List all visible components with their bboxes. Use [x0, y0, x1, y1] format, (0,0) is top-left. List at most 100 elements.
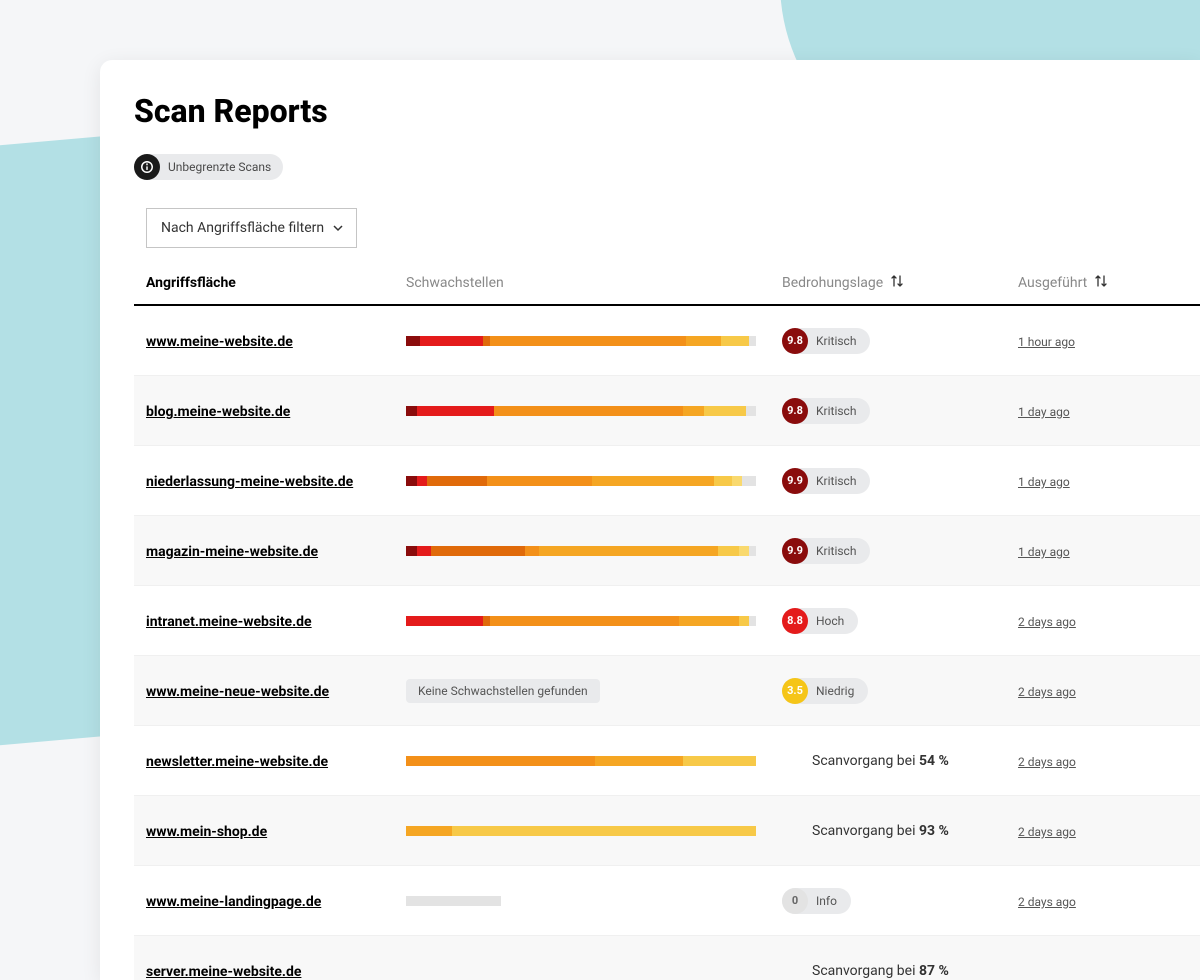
scan-progress-text: Scanvorgang bei 87 %	[782, 963, 1018, 979]
scan-target-link[interactable]: www.meine-landingpage.de	[146, 894, 321, 910]
vulnerability-bar	[406, 336, 756, 346]
threat-label: Kritisch	[808, 474, 870, 488]
threat-score: 3.5	[782, 678, 808, 704]
bar-segment	[490, 336, 686, 346]
bar-segment	[742, 476, 756, 486]
executed-time-link[interactable]: 1 day ago	[1018, 405, 1070, 419]
page-title: Scan Reports	[134, 92, 1200, 130]
bar-segment	[483, 336, 490, 346]
no-vulnerabilities-pill: Keine Schwachstellen gefunden	[406, 679, 600, 703]
bar-segment	[595, 756, 683, 766]
bar-segment	[487, 476, 592, 486]
bar-segment	[420, 336, 483, 346]
table-row: www.mein-shop.de Scanvorgang bei 93 %2 da…	[134, 796, 1200, 866]
threat-score: 9.8	[782, 328, 808, 354]
column-threat[interactable]: Bedrohungslage	[782, 274, 1018, 292]
info-pill-text: Unbegrenzte Scans	[160, 160, 283, 174]
info-icon	[134, 154, 160, 180]
threat-badge: 9.9Kritisch	[782, 538, 870, 564]
bar-segment	[739, 546, 750, 556]
bar-segment	[749, 336, 756, 346]
vulnerability-bar	[406, 896, 756, 906]
executed-time-link[interactable]: 2 days ago	[1018, 685, 1076, 699]
bar-segment	[406, 476, 417, 486]
executed-time-link[interactable]: 1 day ago	[1018, 475, 1070, 489]
scan-target-link[interactable]: server.meine-website.de	[146, 964, 301, 980]
vulnerability-bar	[406, 756, 756, 766]
threat-label: Hoch	[808, 614, 858, 628]
bar-segment	[749, 546, 756, 556]
bar-segment	[704, 406, 746, 416]
bar-segment	[686, 336, 721, 346]
sort-icon	[1095, 274, 1107, 292]
bar-segment	[406, 756, 595, 766]
scan-target-link[interactable]: www.meine-website.de	[146, 334, 293, 350]
bar-segment	[417, 546, 431, 556]
vulnerability-bar	[406, 476, 756, 486]
threat-badge: 9.8Kritisch	[782, 328, 870, 354]
scan-target-link[interactable]: blog.meine-website.de	[146, 404, 290, 420]
filter-attack-surface-dropdown[interactable]: Nach Angriffsfläche filtern	[146, 208, 357, 248]
bar-segment	[406, 336, 420, 346]
bar-segment	[721, 336, 749, 346]
bar-segment	[406, 546, 417, 556]
executed-time-link[interactable]: 2 days ago	[1018, 895, 1076, 909]
vulnerability-bar	[406, 616, 756, 626]
threat-score: 9.9	[782, 538, 808, 564]
chevron-down-icon	[332, 222, 344, 234]
threat-badge: 3.5Niedrig	[782, 678, 868, 704]
scan-target-link[interactable]: www.mein-shop.de	[146, 824, 267, 840]
table-row: newsletter.meine-website.de Scanvorgang b…	[134, 726, 1200, 796]
executed-time-link[interactable]: 1 hour ago	[1018, 335, 1075, 349]
bar-segment	[749, 616, 756, 626]
table-row: blog.meine-website.de9.8Kritisch1 day ag…	[134, 376, 1200, 446]
scan-table: Angriffsfläche Schwachstellen Bedrohungs…	[134, 274, 1200, 980]
executed-time-link[interactable]: 1 day ago	[1018, 545, 1070, 559]
bar-segment	[592, 476, 715, 486]
scan-target-link[interactable]: magazin-meine-website.de	[146, 544, 318, 560]
scan-reports-panel: Scan Reports Unbegrenzte Scans Nach Angr…	[100, 60, 1200, 980]
threat-label: Info	[808, 894, 851, 908]
sort-icon	[891, 274, 903, 292]
executed-time-link[interactable]: 2 days ago	[1018, 755, 1076, 769]
scan-progress-text: Scanvorgang bei 54 %	[782, 753, 1018, 769]
threat-label: Kritisch	[808, 334, 870, 348]
bar-segment	[739, 616, 750, 626]
table-row: magazin-meine-website.de 9.9Kritisch 1 day…	[134, 516, 1200, 586]
bar-segment	[452, 826, 757, 836]
bar-segment	[490, 616, 679, 626]
threat-label: Kritisch	[808, 404, 870, 418]
bar-segment	[417, 406, 494, 416]
filter-label: Nach Angriffsfläche filtern	[161, 220, 324, 236]
scan-target-link[interactable]: newsletter.meine-website.de	[146, 754, 328, 770]
bar-segment	[406, 616, 483, 626]
bar-segment	[406, 896, 501, 906]
bar-segment	[525, 546, 539, 556]
scan-target-link[interactable]: www.meine-neue-website.de	[146, 684, 329, 700]
table-row: server.meine-website.de Scanvorgang bei 8…	[134, 936, 1200, 980]
table-row: www.meine-website.de 9.8Kritisch 1 hour ag…	[134, 306, 1200, 376]
threat-badge: 9.9Kritisch	[782, 468, 870, 494]
scan-progress-text: Scanvorgang bei 93 %	[782, 823, 1018, 839]
bar-segment	[406, 406, 417, 416]
scan-target-link[interactable]: niederlassung-meine-website.de	[146, 474, 353, 490]
bar-segment	[714, 476, 732, 486]
executed-time-link[interactable]: 2 days ago	[1018, 615, 1076, 629]
vulnerability-bar	[406, 546, 756, 556]
scan-target-link[interactable]: intranet.meine-website.de	[146, 614, 312, 630]
unlimited-scans-pill: Unbegrenzte Scans	[134, 154, 283, 180]
bar-segment	[417, 476, 428, 486]
column-executed[interactable]: Ausgeführt	[1018, 274, 1158, 292]
threat-label: Kritisch	[808, 544, 870, 558]
executed-time-link[interactable]: 2 days ago	[1018, 825, 1076, 839]
threat-score: 8.8	[782, 608, 808, 634]
bar-segment	[683, 406, 704, 416]
column-vulnerabilities: Schwachstellen	[406, 274, 782, 292]
table-row: www.meine-neue-website.de Keine Schwachst…	[134, 656, 1200, 726]
bar-segment	[431, 546, 526, 556]
table-row: intranet.meine-website.de 8.8Hoch 2 days a…	[134, 586, 1200, 656]
vulnerability-bar	[406, 826, 756, 836]
column-attack-surface[interactable]: Angriffsfläche	[146, 274, 406, 292]
bar-segment	[679, 616, 739, 626]
table-header: Angriffsfläche Schwachstellen Bedrohungs…	[134, 274, 1200, 306]
